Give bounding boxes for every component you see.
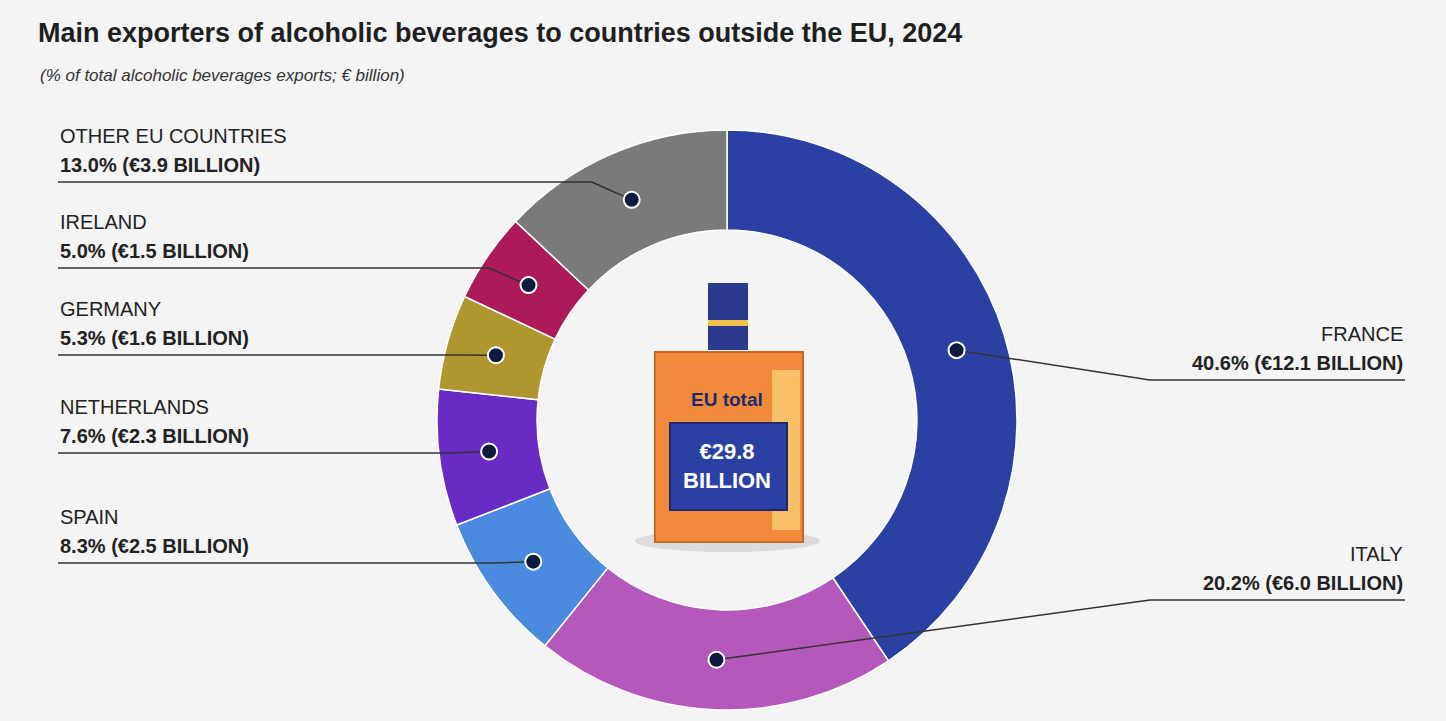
svg-text:7.6% (€2.3 BILLION): 7.6% (€2.3 BILLION): [60, 425, 249, 447]
svg-text:8.3% (€2.5 BILLION): 8.3% (€2.5 BILLION): [60, 535, 249, 557]
svg-text:40.6% (€12.1 BILLION): 40.6% (€12.1 BILLION): [1192, 352, 1403, 374]
svg-text:SPAIN: SPAIN: [60, 506, 119, 528]
svg-text:ITALY: ITALY: [1350, 543, 1403, 565]
svg-text:5.3% (€1.6 BILLION): 5.3% (€1.6 BILLION): [60, 327, 249, 349]
svg-text:5.0% (€1.5 BILLION): 5.0% (€1.5 BILLION): [60, 240, 249, 262]
svg-text:€29.8BILLION: €29.8BILLION: [683, 439, 771, 493]
svg-text:Main exporters of alcoholic be: Main exporters of alcoholic beverages to…: [38, 18, 962, 48]
svg-text:OTHER EU COUNTRIES: OTHER EU COUNTRIES: [60, 125, 287, 147]
svg-text:GERMANY: GERMANY: [60, 298, 161, 320]
svg-text:(% of total alcoholic beverage: (% of total alcoholic beverages exports;…: [40, 66, 405, 85]
svg-text:IRELAND: IRELAND: [60, 211, 147, 233]
svg-text:FRANCE: FRANCE: [1321, 323, 1403, 345]
svg-text:EU total: EU total: [691, 389, 763, 410]
svg-text:13.0% (€3.9 BILLION): 13.0% (€3.9 BILLION): [60, 154, 260, 176]
svg-text:20.2% (€6.0 BILLION): 20.2% (€6.0 BILLION): [1203, 572, 1403, 594]
svg-text:NETHERLANDS: NETHERLANDS: [60, 396, 209, 418]
